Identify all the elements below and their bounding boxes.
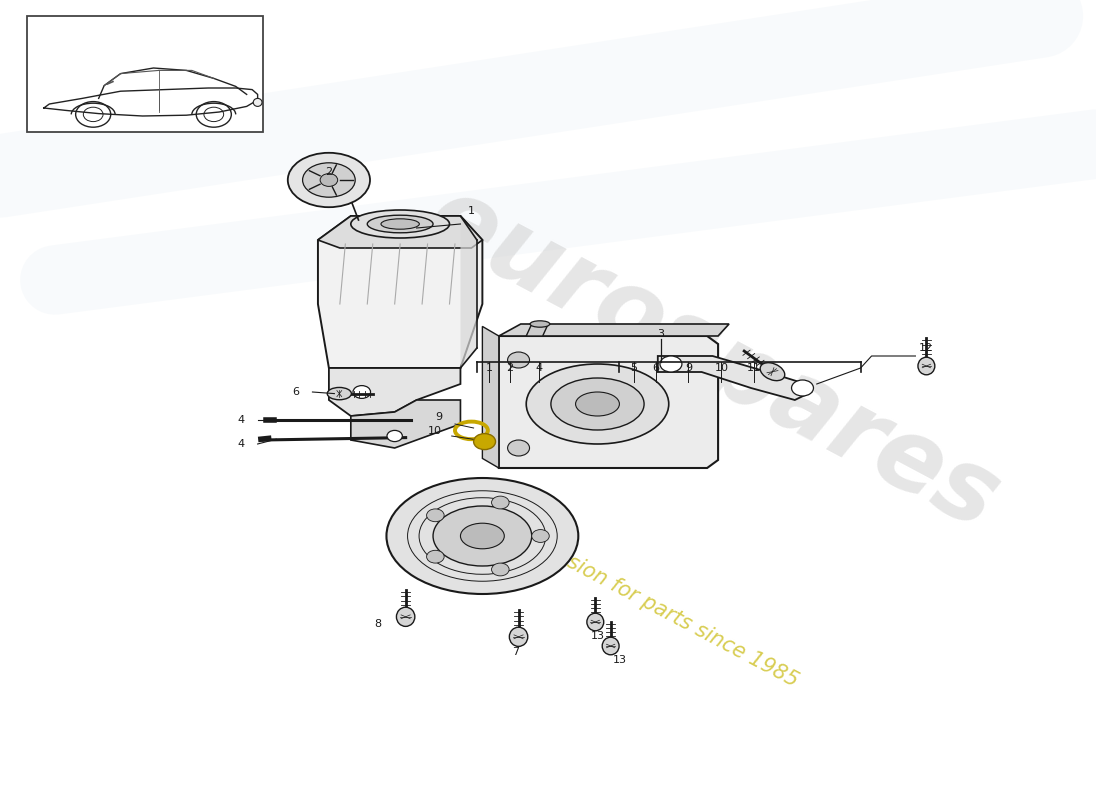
Text: 1: 1 [468,206,475,216]
Ellipse shape [381,218,419,230]
Text: 13: 13 [613,655,626,665]
Circle shape [507,352,529,368]
Ellipse shape [302,162,355,198]
Text: 10: 10 [428,426,442,436]
Circle shape [387,430,403,442]
Ellipse shape [461,523,504,549]
Ellipse shape [396,607,415,626]
Polygon shape [498,324,729,336]
Text: 2: 2 [506,363,514,373]
Ellipse shape [602,637,619,654]
Circle shape [660,356,682,372]
Circle shape [427,550,444,563]
Circle shape [507,440,529,456]
Ellipse shape [367,215,433,233]
Ellipse shape [587,613,604,630]
Circle shape [353,386,371,398]
Circle shape [427,509,444,522]
Text: 4: 4 [238,415,245,425]
Text: 13: 13 [591,631,605,641]
Text: 6: 6 [293,387,299,397]
Ellipse shape [551,378,645,430]
Circle shape [320,174,338,186]
Ellipse shape [328,387,351,400]
Circle shape [474,434,495,450]
Circle shape [531,530,549,542]
Polygon shape [461,216,477,368]
Ellipse shape [253,98,262,106]
Ellipse shape [386,478,579,594]
Text: 2: 2 [326,167,332,177]
Ellipse shape [917,357,935,374]
Ellipse shape [575,392,619,416]
Text: 6: 6 [652,363,659,373]
Text: eurospares: eurospares [410,169,1014,551]
Text: 9: 9 [434,413,442,422]
Polygon shape [318,216,483,248]
Bar [28,16,263,132]
Ellipse shape [433,506,531,566]
Polygon shape [483,326,498,468]
Polygon shape [498,336,718,468]
Circle shape [492,496,509,509]
Text: 1: 1 [485,363,493,373]
Polygon shape [318,216,483,368]
Circle shape [792,380,814,396]
Polygon shape [351,400,461,448]
Ellipse shape [509,627,528,646]
Polygon shape [526,324,548,336]
Text: 10: 10 [714,363,728,373]
Circle shape [492,563,509,576]
Text: 3: 3 [658,330,664,339]
Ellipse shape [288,153,370,207]
Text: 8: 8 [375,619,382,629]
Text: 9: 9 [685,363,692,373]
Polygon shape [658,356,812,400]
Text: 12: 12 [920,343,934,353]
Polygon shape [329,368,461,416]
Text: 11: 11 [747,363,761,373]
Ellipse shape [351,210,450,238]
Text: a passion for parts since 1985: a passion for parts since 1985 [514,526,802,690]
Text: 5: 5 [630,363,637,373]
Text: 4: 4 [536,363,543,373]
Text: 7: 7 [512,647,519,657]
Ellipse shape [760,362,784,381]
Text: 4: 4 [238,439,245,449]
Ellipse shape [530,321,550,327]
Ellipse shape [526,364,669,444]
